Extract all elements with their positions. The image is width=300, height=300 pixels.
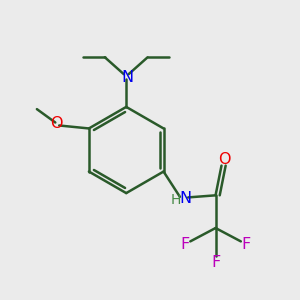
Text: N: N: [122, 70, 134, 85]
Text: F: F: [242, 238, 251, 253]
Text: H: H: [170, 194, 181, 207]
Text: F: F: [180, 238, 190, 253]
Text: O: O: [50, 116, 63, 131]
Text: F: F: [211, 255, 220, 270]
Text: O: O: [218, 152, 230, 166]
Text: N: N: [179, 191, 191, 206]
